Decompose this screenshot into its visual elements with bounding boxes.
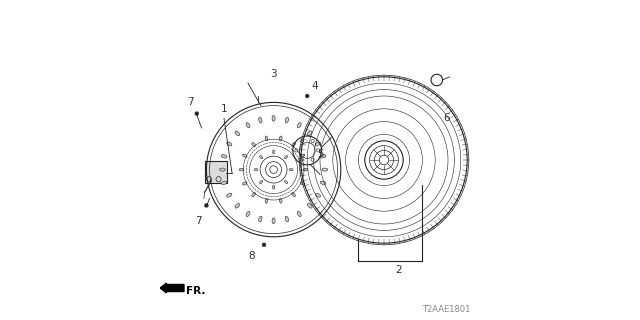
Ellipse shape xyxy=(307,204,312,208)
Ellipse shape xyxy=(243,154,247,157)
Ellipse shape xyxy=(252,142,255,147)
Text: 6: 6 xyxy=(443,113,450,124)
Ellipse shape xyxy=(246,211,250,217)
Ellipse shape xyxy=(300,182,305,185)
Ellipse shape xyxy=(239,168,244,171)
Text: 3: 3 xyxy=(270,68,277,79)
Ellipse shape xyxy=(272,218,275,224)
Ellipse shape xyxy=(300,154,305,157)
Ellipse shape xyxy=(292,193,295,197)
Ellipse shape xyxy=(307,131,312,136)
Ellipse shape xyxy=(260,156,262,159)
Text: 8: 8 xyxy=(248,251,255,261)
Ellipse shape xyxy=(280,136,282,141)
Ellipse shape xyxy=(265,136,268,141)
Text: T2AAE1801: T2AAE1801 xyxy=(422,305,470,314)
Ellipse shape xyxy=(320,181,326,185)
Ellipse shape xyxy=(227,193,232,197)
Circle shape xyxy=(305,94,309,98)
Ellipse shape xyxy=(252,193,255,197)
Ellipse shape xyxy=(243,182,247,185)
Ellipse shape xyxy=(235,131,240,136)
Ellipse shape xyxy=(289,169,293,171)
Text: 7: 7 xyxy=(187,97,194,108)
Ellipse shape xyxy=(221,155,227,158)
Text: 7: 7 xyxy=(195,216,202,226)
Text: 2: 2 xyxy=(395,265,402,276)
Ellipse shape xyxy=(303,168,308,171)
Ellipse shape xyxy=(316,193,321,197)
Text: 5: 5 xyxy=(317,148,323,159)
Ellipse shape xyxy=(285,180,287,184)
FancyBboxPatch shape xyxy=(205,161,227,183)
Ellipse shape xyxy=(316,142,321,146)
Ellipse shape xyxy=(235,204,240,208)
Ellipse shape xyxy=(273,150,275,154)
Circle shape xyxy=(205,204,209,207)
Ellipse shape xyxy=(272,116,275,121)
Text: 4: 4 xyxy=(312,81,319,92)
Ellipse shape xyxy=(221,181,227,185)
Text: 1: 1 xyxy=(221,104,227,114)
Ellipse shape xyxy=(246,123,250,128)
Ellipse shape xyxy=(297,123,301,128)
Ellipse shape xyxy=(220,168,225,171)
Ellipse shape xyxy=(320,155,326,158)
Ellipse shape xyxy=(322,168,328,171)
Text: FR.: FR. xyxy=(186,285,205,296)
Ellipse shape xyxy=(273,185,275,189)
Ellipse shape xyxy=(285,117,289,123)
Ellipse shape xyxy=(265,198,268,203)
Ellipse shape xyxy=(260,180,262,184)
Ellipse shape xyxy=(280,198,282,203)
Ellipse shape xyxy=(292,142,295,147)
FancyArrow shape xyxy=(160,283,184,293)
Ellipse shape xyxy=(297,211,301,217)
Ellipse shape xyxy=(285,216,289,222)
Ellipse shape xyxy=(227,142,232,146)
Ellipse shape xyxy=(254,169,258,171)
Ellipse shape xyxy=(285,156,287,159)
Ellipse shape xyxy=(259,117,262,123)
Circle shape xyxy=(262,243,266,247)
Ellipse shape xyxy=(259,216,262,222)
Circle shape xyxy=(195,112,198,116)
